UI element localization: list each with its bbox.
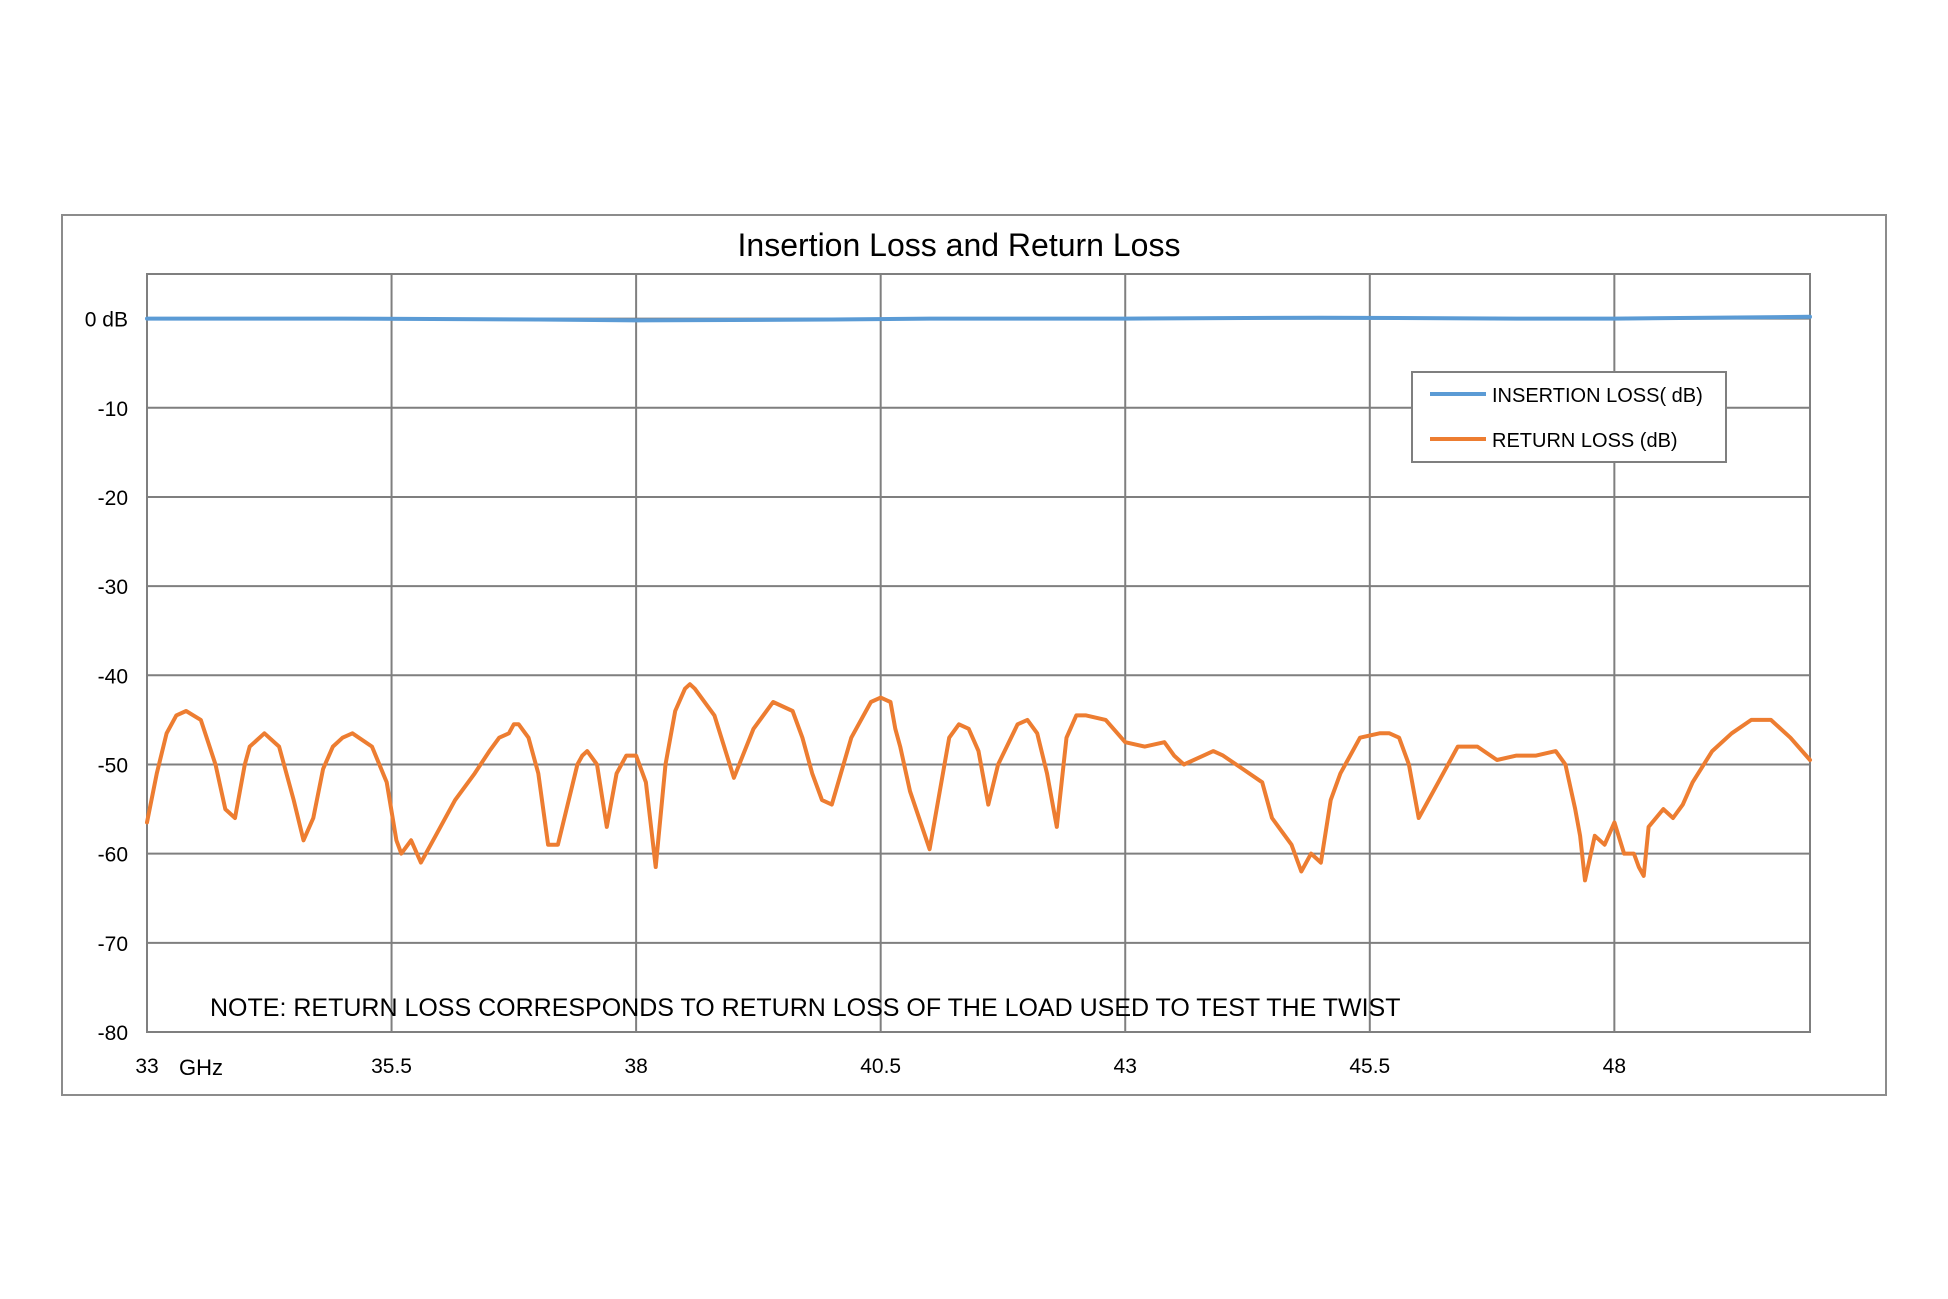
y-tick-label: 0 dB: [85, 309, 128, 332]
insertion-loss-line: [145, 314, 1812, 323]
y-tick-label: -10: [98, 398, 128, 421]
x-tick-label: 40.5: [860, 1055, 901, 1078]
legend-label: INSERTION LOSS( dB): [1492, 385, 1703, 407]
y-tick-label: -20: [98, 487, 128, 510]
chart-border: [61, 214, 1887, 1096]
axis-labels: 0 dB -10 -20 -30 -40 -50 -60 -70 -80 33 35.5 38 40.5…: [85, 309, 1626, 1080]
x-tick-label: 48: [1603, 1055, 1626, 1078]
y-tick-label: -40: [98, 665, 128, 688]
x-tick-label: 38: [624, 1055, 647, 1078]
plot-area: [146, 273, 1811, 1033]
y-tick-label: -60: [98, 844, 128, 867]
x-tick-label: 33: [135, 1055, 158, 1078]
legend-label: RETURN LOSS (dB): [1492, 430, 1678, 452]
return-loss-line: [145, 682, 1812, 883]
x-tick-label: 43: [1114, 1055, 1137, 1078]
y-tick-label: -80: [98, 1022, 128, 1045]
legend[interactable]: INSERTION LOSS( dB) RETURN LOSS (dB): [1411, 371, 1727, 463]
chart-title: Insertion Loss and Return Loss: [738, 227, 1181, 263]
chart-annotation: NOTE: RETURN LOSS CORRESPONDS TO RETURN …: [210, 994, 1401, 1022]
legend-box: [1411, 371, 1727, 463]
y-tick-label: -50: [98, 754, 128, 777]
y-tick-label: -70: [98, 933, 128, 956]
x-tick-label: 45.5: [1349, 1055, 1390, 1078]
x-tick-label: 35.5: [371, 1055, 412, 1078]
series-layer: [145, 314, 1812, 883]
x-unit-label: GHz: [179, 1055, 223, 1080]
y-tick-label: -30: [98, 576, 128, 599]
